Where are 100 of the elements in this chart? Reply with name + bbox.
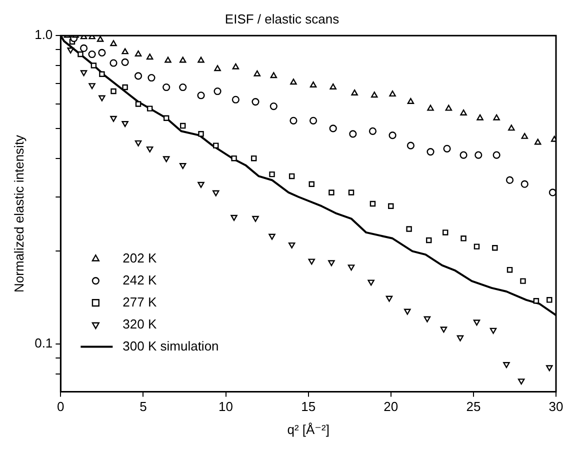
point — [198, 131, 204, 137]
point — [548, 188, 556, 196]
point — [146, 54, 154, 60]
point — [96, 36, 104, 42]
point — [88, 83, 96, 90]
point — [308, 258, 316, 265]
point — [288, 173, 295, 180]
point — [508, 124, 515, 131]
point — [460, 109, 467, 116]
point — [460, 236, 466, 242]
point — [230, 214, 238, 221]
point — [389, 90, 396, 97]
point — [388, 203, 394, 209]
legend-label: 277 K — [122, 294, 157, 310]
point — [90, 62, 97, 68]
point — [270, 102, 278, 110]
point — [110, 116, 117, 122]
point — [386, 296, 393, 302]
point — [550, 136, 556, 142]
point — [440, 326, 448, 333]
point — [370, 200, 376, 207]
point — [67, 48, 74, 54]
point — [98, 48, 106, 57]
point — [426, 148, 434, 156]
point — [371, 92, 378, 98]
point — [163, 115, 170, 121]
point — [80, 70, 88, 76]
point — [288, 242, 296, 248]
point — [534, 138, 542, 145]
point — [518, 378, 525, 385]
point — [80, 44, 88, 52]
point — [179, 163, 186, 170]
point — [110, 40, 117, 46]
point — [533, 298, 540, 304]
point — [349, 130, 357, 138]
point — [134, 140, 142, 146]
point — [474, 244, 480, 250]
point — [254, 70, 261, 76]
point — [460, 151, 468, 159]
point — [503, 362, 510, 368]
x-tick-label: 0 — [57, 399, 64, 414]
point — [198, 56, 204, 63]
point — [252, 216, 259, 222]
point — [162, 83, 170, 92]
point — [268, 234, 276, 240]
point — [521, 132, 528, 139]
point — [404, 308, 411, 315]
point — [134, 50, 142, 56]
point — [146, 106, 153, 112]
y-tick-label: 0.1 — [34, 336, 53, 351]
point — [270, 72, 278, 78]
point — [443, 144, 451, 152]
chart-title: EISF / elastic scans — [224, 11, 340, 26]
point — [492, 151, 500, 159]
point — [134, 72, 142, 80]
point — [426, 237, 432, 244]
point — [231, 155, 237, 162]
point — [98, 95, 106, 102]
x-tick-label: 25 — [466, 399, 481, 414]
point — [179, 83, 187, 92]
point — [213, 142, 219, 148]
legend-label: 242 K — [122, 272, 157, 288]
point — [179, 56, 186, 63]
point — [122, 84, 128, 90]
point — [474, 151, 482, 159]
point — [148, 74, 156, 82]
point — [212, 190, 220, 196]
point — [135, 101, 142, 107]
legend-label: 320 K — [122, 316, 157, 332]
point — [476, 114, 484, 120]
point — [493, 114, 500, 120]
point — [546, 365, 553, 372]
point — [546, 297, 552, 303]
point — [520, 278, 526, 284]
point — [252, 98, 260, 106]
point — [424, 316, 431, 322]
point — [445, 104, 452, 111]
point — [328, 260, 335, 266]
point — [506, 176, 514, 184]
point — [110, 59, 118, 67]
point — [427, 104, 434, 111]
point — [198, 182, 204, 188]
point — [269, 171, 275, 178]
point — [250, 155, 257, 162]
point — [121, 58, 129, 66]
x-tick-label: 30 — [548, 399, 564, 414]
point — [290, 78, 297, 85]
point — [88, 50, 96, 58]
point — [330, 83, 336, 90]
point — [328, 190, 334, 196]
point — [492, 245, 498, 251]
point — [473, 320, 480, 326]
point — [110, 88, 116, 94]
legend-label: 202 K — [122, 250, 157, 266]
point — [232, 96, 240, 104]
point — [164, 56, 172, 63]
x-axis-title: q² [Å⁻²] — [287, 422, 330, 437]
point — [214, 87, 222, 96]
point — [78, 51, 84, 58]
point — [348, 264, 355, 271]
